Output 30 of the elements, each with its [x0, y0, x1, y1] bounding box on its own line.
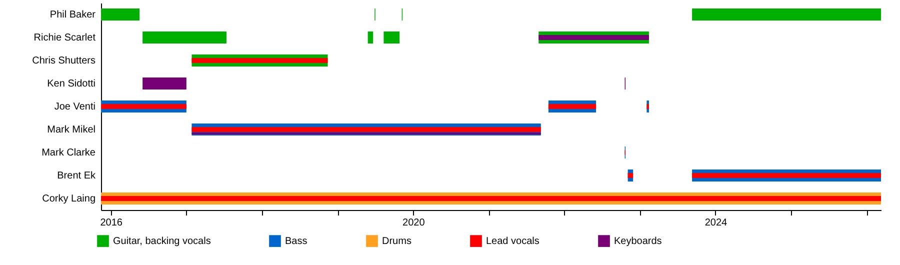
- x-tick-label: 2024: [704, 218, 728, 228]
- bar: [101, 104, 186, 109]
- bar: [692, 173, 881, 178]
- bar: [192, 127, 541, 132]
- bar: [368, 32, 374, 44]
- bar: [142, 32, 226, 44]
- x-tick-label: 2020: [402, 218, 426, 228]
- legend-label: Bass: [285, 236, 308, 248]
- bar: [384, 32, 400, 44]
- y-tick-label: Brent Ek: [57, 170, 96, 182]
- y-tick-label: Joe Venti: [54, 102, 96, 112]
- bar: [548, 104, 596, 109]
- y-tick-label: Ken Sidotti: [47, 78, 96, 90]
- bar: [101, 196, 881, 201]
- y-tick-label: Corky Laing: [42, 194, 96, 204]
- bar: [692, 8, 881, 20]
- legend-label: Keyboards: [614, 236, 662, 248]
- bar: [628, 173, 634, 178]
- y-tick-label: Phil Baker: [50, 10, 96, 20]
- bar: [192, 58, 328, 63]
- legend-label: Lead vocals: [486, 236, 540, 248]
- legend-label: Guitar, backing vocals: [113, 236, 211, 248]
- bar: [538, 35, 649, 40]
- legend-label: Drums: [382, 236, 412, 248]
- y-tick-label: Mark Clarke: [42, 148, 96, 158]
- y-tick-label: Mark Mikel: [47, 124, 96, 136]
- y-tick-label: Chris Shutters: [32, 56, 96, 66]
- y-tick-label: Richie Scarlet: [34, 32, 96, 44]
- x-tick-label: 2016: [100, 218, 123, 228]
- bar: [101, 8, 140, 20]
